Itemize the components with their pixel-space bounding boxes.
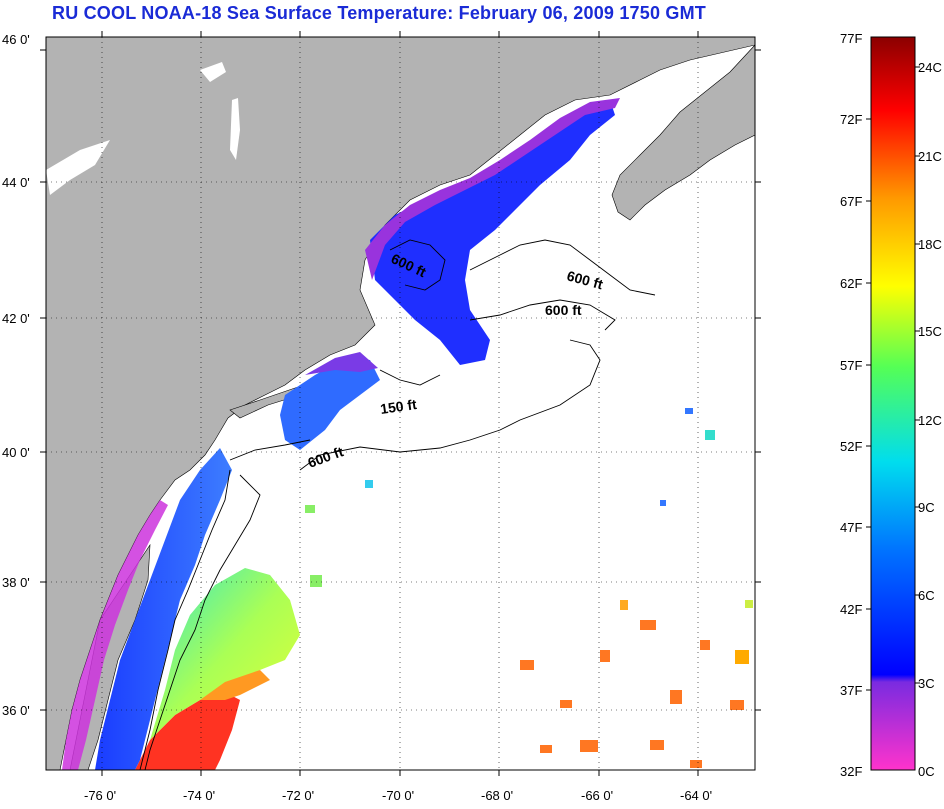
cbar-c-24: 24C (918, 60, 942, 75)
cbar-c-0: 0C (918, 764, 935, 779)
sst-coastal-magenta (62, 500, 168, 770)
sst-gulf-stream-warm (135, 692, 240, 770)
sst-offshore-patches (520, 600, 749, 768)
cbar-f-62: 62F (840, 276, 862, 291)
cbar-c-6: 6C (918, 588, 935, 603)
lat-label-42: 42 0' (2, 311, 30, 326)
lat-label-44: 44 0' (2, 175, 30, 190)
cbar-f-67: 67F (840, 194, 862, 209)
lat-label-36: 36 0' (2, 703, 30, 718)
cbar-c-21: 21C (918, 149, 942, 164)
lon-label-68: -68 0' (481, 788, 513, 803)
cbar-c-9: 9C (918, 500, 935, 515)
lat-label-40: 40 0' (2, 445, 30, 460)
cbar-f-47: 47F (840, 520, 862, 535)
cbar-f-52: 52F (840, 439, 862, 454)
map-title: RU COOL NOAA-18 Sea Surface Temperature:… (52, 3, 706, 23)
lake-ontario-edge (46, 140, 110, 195)
cbar-f-57: 57F (840, 358, 862, 373)
cbar-c-3: 3C (918, 676, 935, 691)
lake-small (200, 62, 226, 82)
tick-marks (40, 31, 761, 776)
colorbar-f-ticks (866, 66, 920, 691)
cbar-f-42: 42F (840, 602, 862, 617)
lat-label-46: 46 0' (2, 32, 30, 47)
land-nova-scotia (611, 44, 755, 221)
lon-label-64: -64 0' (680, 788, 712, 803)
cbar-c-18: 18C (918, 237, 942, 252)
colorbar (870, 36, 916, 771)
sst-slope-water (150, 568, 300, 740)
lon-label-70: -70 0' (382, 788, 414, 803)
graticule (46, 37, 755, 770)
lon-label-72: -72 0' (282, 788, 314, 803)
cbar-c-12: 12C (918, 413, 942, 428)
contour-label-150: 150 ft (379, 396, 418, 417)
sst-scatter-green (305, 408, 753, 608)
lon-label-76: -76 0' (84, 788, 116, 803)
lon-label-66: -66 0' (581, 788, 613, 803)
sst-new-england-purple (305, 352, 378, 375)
sst-mid-atlantic-shelf (95, 448, 232, 770)
cbar-c-15: 15C (918, 324, 942, 339)
contour-label-georges-600: 600 ft (545, 302, 582, 318)
sst-new-england-shelf (280, 358, 380, 450)
cbar-f-72: 72F (840, 112, 862, 127)
cbar-f-37: 37F (840, 683, 862, 698)
sst-orange-band (200, 670, 270, 700)
cbar-f-77: 77F (840, 31, 862, 46)
bathymetry-contours (139, 239, 656, 770)
lon-label-74: -74 0' (183, 788, 215, 803)
cbar-f-32: 32F (840, 764, 862, 779)
sst-gulf-of-maine (370, 100, 615, 365)
lat-label-38: 38 0' (2, 575, 30, 590)
lake-champlain (230, 98, 240, 160)
